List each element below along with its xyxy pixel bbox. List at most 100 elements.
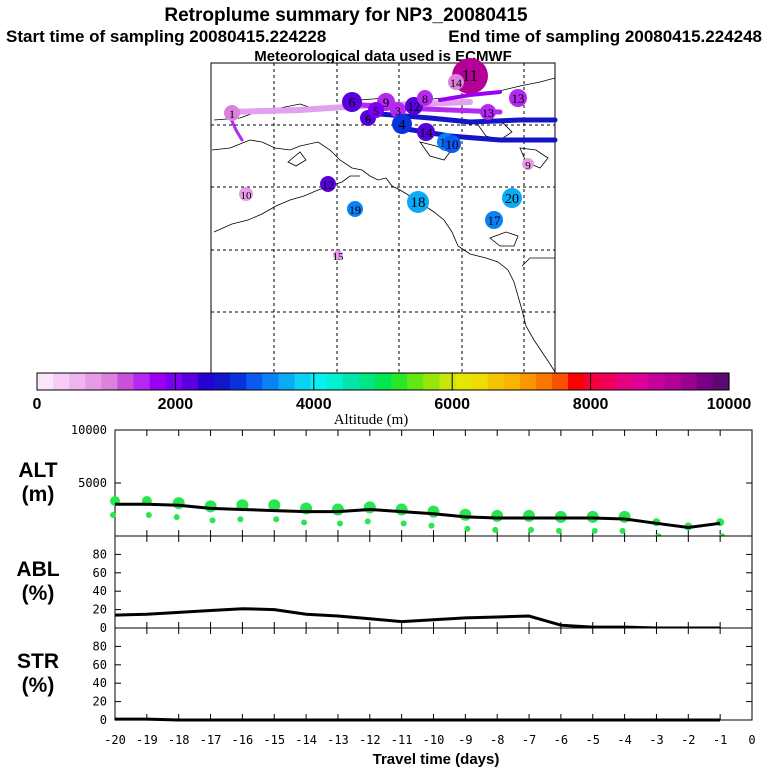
colorbar-segment — [85, 373, 102, 390]
start-time-label: Start time of sampling 20080415.224228 — [6, 27, 326, 46]
colorbar-segment — [214, 373, 231, 390]
alt-cluster-point — [173, 514, 180, 521]
colorbar-segment — [181, 373, 199, 390]
x-tick-label: -15 — [263, 733, 285, 747]
alt-cluster-point — [273, 516, 280, 523]
alt-cluster-point — [523, 509, 536, 522]
trajectory-cluster-marker — [480, 104, 496, 120]
x-tick-label: -5 — [586, 733, 600, 747]
colorbar-segment — [133, 373, 151, 390]
alt-cluster-point — [363, 501, 376, 514]
x-tick-label: -20 — [104, 733, 126, 747]
x-tick-label: -18 — [168, 733, 190, 747]
trajectory-cluster-marker — [485, 211, 503, 229]
y-tick-label: 5000 — [78, 476, 107, 490]
colorbar-tick-label: 6000 — [434, 396, 470, 413]
time-series-panels: 500010000ALT(m)020406080ABL(%)020406080S… — [16, 423, 755, 747]
alt-cluster-point — [400, 520, 407, 527]
trajectory-cluster-label: 13 — [512, 91, 525, 106]
trajectory-cluster-label: 12 — [408, 99, 421, 114]
trajectory-cluster-label: 12 — [322, 178, 334, 192]
y-tick-label: 0 — [100, 621, 107, 635]
alt-cluster-point — [428, 522, 435, 529]
colorbar-segment — [551, 373, 569, 390]
colorbar-segment — [664, 373, 682, 390]
trajectory-cluster-marker — [239, 187, 253, 201]
y-tick-label: 40 — [93, 676, 107, 690]
alt-median-line — [115, 502, 721, 530]
alt-cluster-point — [555, 527, 562, 534]
colorbar-segment — [149, 373, 167, 390]
alt-cluster-point — [209, 517, 216, 524]
x-tick-label: -19 — [136, 733, 158, 747]
trajectory-cluster-marker — [522, 158, 534, 170]
trajectory-cluster-marker — [509, 89, 527, 107]
trajectory-cluster-marker — [347, 201, 363, 217]
trajectory-cluster-marker — [392, 114, 412, 134]
trajectory-cluster-label: 3 — [395, 104, 401, 118]
y-tick-label: 20 — [93, 695, 107, 709]
colorbar-tick-label: 10000 — [707, 396, 752, 413]
colorbar-segment — [326, 373, 344, 390]
track-north — [438, 90, 502, 102]
trajectory-cluster-label: 11 — [462, 66, 478, 85]
panel-alt: 5000 10000 ALT(m) — [18, 423, 753, 544]
alt-cluster-point — [395, 503, 408, 516]
x-tick-label: -16 — [232, 733, 254, 747]
alt-cluster-point — [464, 525, 471, 532]
colorbar-segment — [487, 373, 505, 390]
trajectory-cluster-marker — [333, 250, 343, 260]
end-time-label: End time of sampling 20080415.224248 — [448, 27, 762, 46]
track-east — [377, 111, 558, 125]
trajectory-cluster-label: 9 — [525, 160, 531, 172]
alt-cluster-point — [110, 512, 116, 519]
colorbar-segment — [423, 373, 440, 390]
alt-cluster-point — [459, 508, 472, 521]
x-tick-label: -14 — [295, 733, 317, 747]
panel-y-label: ALT — [18, 459, 57, 482]
x-tick-label: -10 — [423, 733, 445, 747]
panel-frame — [114, 627, 753, 721]
alt-cluster-point — [619, 527, 626, 534]
trajectory-cluster-marker — [320, 176, 336, 192]
colorbar-segment — [69, 373, 86, 390]
colorbar-segment — [117, 373, 135, 390]
y-tick-label: 80 — [93, 639, 107, 653]
alt-cluster-point — [336, 520, 343, 527]
x-tick-label: -3 — [649, 733, 663, 747]
alt-cluster-point — [268, 499, 281, 512]
alt-cluster-point — [237, 516, 244, 523]
colorbar-segment — [53, 373, 70, 390]
x-tick-label: -11 — [391, 733, 413, 747]
y-tick-label: 80 — [93, 547, 107, 561]
trajectory-cluster-marker — [224, 105, 240, 121]
colorbar-segment — [439, 373, 457, 390]
trajectory-cluster-label: 14 — [450, 76, 462, 90]
colorbar-segment — [358, 373, 376, 390]
trajectory-cluster-marker — [407, 191, 429, 213]
colorbar-segment — [471, 373, 489, 390]
colorbar-segment — [262, 373, 279, 390]
y-tick-label: 10000 — [71, 423, 107, 437]
met-data-label: Meteorological data used is ECMWF — [254, 48, 512, 65]
colorbar-axis-label: Altitude (m) — [334, 412, 409, 428]
colorbar-segment — [632, 373, 650, 390]
panel-y-label: ABL — [16, 558, 59, 581]
panel-y-label: (m) — [22, 483, 55, 506]
trajectory-cluster-marker — [443, 135, 461, 153]
colorbar-segment — [503, 373, 521, 390]
alt-cluster-point — [618, 510, 631, 523]
panel-frame — [114, 429, 753, 537]
panel-y-label: (%) — [22, 674, 55, 697]
trajectory-cluster-label: 6 — [349, 96, 356, 111]
panel-y-label: STR — [17, 650, 59, 673]
colorbar-segment — [648, 373, 666, 390]
trajectory-map: 116965341214138201816101917141312109151 — [210, 58, 558, 374]
x-tick-label: -7 — [522, 733, 536, 747]
alt-cluster-point — [364, 518, 371, 525]
alt-cluster-point — [492, 526, 499, 533]
colorbar-tick-label: 8000 — [573, 396, 609, 413]
panel-frame — [114, 535, 753, 629]
trajectory-cluster-marker — [502, 188, 522, 208]
colorbar-segment — [101, 373, 119, 390]
